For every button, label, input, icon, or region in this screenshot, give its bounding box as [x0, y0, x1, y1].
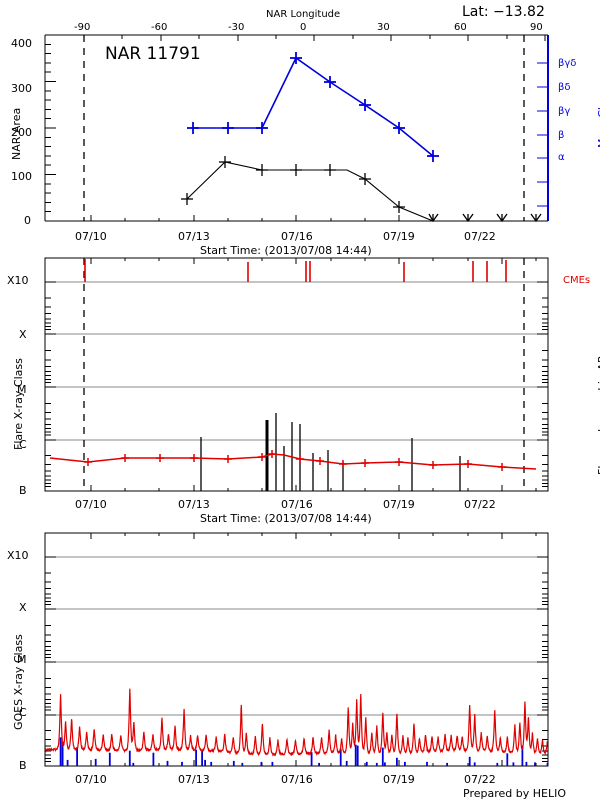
- top-xtick-5: 60: [454, 22, 467, 33]
- bot-xtick-0713: 07/13: [178, 773, 210, 786]
- xtick-0716: 07/16: [281, 230, 313, 243]
- panel-bot-gridlines: [45, 556, 548, 716]
- panel-top-top-ticks: [83, 35, 546, 41]
- panel-mid-xlabel: Start Time: (2013/07/08 14:44): [200, 512, 372, 525]
- top-xtick-6: 90: [530, 22, 543, 33]
- page-title: NAR 11791: [105, 44, 201, 64]
- top-xtick-2: -30: [228, 22, 245, 33]
- goes-event-bars: [59, 737, 549, 766]
- magclass-markers: [187, 52, 439, 162]
- bot-ytick-X10: X10: [7, 549, 29, 562]
- mid-ytick-C: C: [19, 438, 27, 451]
- panel-bot-frame: [44, 532, 549, 767]
- magclass-beta: β: [558, 130, 565, 141]
- panel-mid-xticks: [90, 258, 537, 491]
- ytick-400: 400: [11, 37, 32, 50]
- flare-bars: [200, 413, 461, 491]
- mid-ytick-X: X: [19, 328, 27, 341]
- panel-bot-yticks: [45, 556, 548, 767]
- panel-top-plot: [44, 34, 549, 223]
- magclass-alpha: α: [558, 152, 565, 163]
- mid-ytick-X10: X10: [7, 274, 29, 287]
- mid-ytick-M: M: [17, 383, 27, 396]
- panel-nar-area: Lat: −13.82 NAR Longitude NAR 11791 -90 …: [0, 0, 600, 257]
- top-xtick-3: 0: [300, 22, 307, 33]
- mid-xtick-0710: 07/10: [75, 498, 107, 511]
- top-xtick-1: -60: [151, 22, 168, 33]
- panel-top-right-ticks: [537, 62, 548, 207]
- xtick-0713: 07/13: [178, 230, 210, 243]
- bot-ytick-B: B: [19, 759, 27, 772]
- panel-top-limb-lines: [83, 35, 525, 221]
- magclass-betagammadelta: βγδ: [558, 58, 577, 69]
- nar-zero-markers: [428, 213, 542, 223]
- mid-xtick-0722: 07/22: [464, 498, 496, 511]
- panel-mid-yticks: [45, 281, 548, 492]
- top-xtick-4: 30: [377, 22, 390, 33]
- panel-bot-plot: [44, 532, 549, 767]
- ytick-200: 200: [11, 126, 32, 139]
- ytick-100: 100: [11, 170, 32, 183]
- magclass-betadelta: βδ: [558, 82, 571, 93]
- nar-area-markers: [181, 156, 405, 213]
- panel-flare-class: CMEs Flares observed in AR Flare X-ray C…: [0, 250, 600, 525]
- panel-goes-class: GOES X-ray Class B C M X X10 07/10 07/13…: [0, 525, 600, 800]
- lat-label: Lat: −13.82: [462, 4, 545, 20]
- bot-xtick-0722: 07/22: [464, 773, 496, 786]
- xtick-0719: 07/19: [383, 230, 415, 243]
- mid-xtick-0713: 07/13: [178, 498, 210, 511]
- cme-markers: [84, 259, 507, 282]
- mid-ytick-B: B: [19, 484, 27, 497]
- magclass-series: [193, 56, 434, 157]
- top-axis-title: NAR Longitude: [266, 9, 341, 20]
- panel-mid-limb-lines: [83, 258, 525, 491]
- flare-mean-markers: [84, 450, 506, 471]
- flare-mean-series: [49, 453, 537, 470]
- panel-mid-plot: [44, 257, 549, 492]
- bot-ytick-C: C: [19, 706, 27, 719]
- xtick-0722: 07/22: [464, 230, 496, 243]
- bot-xtick-0710: 07/10: [75, 773, 107, 786]
- panel-mid-gridlines: [45, 281, 548, 441]
- bot-xtick-0716: 07/16: [281, 773, 313, 786]
- ytick-0: 0: [24, 214, 31, 227]
- panel-mid-frame: [44, 257, 549, 492]
- goes-flux-curve: [44, 688, 548, 757]
- mid-xtick-0719: 07/19: [383, 498, 415, 511]
- ytick-300: 300: [11, 82, 32, 95]
- mid-xtick-0716: 07/16: [281, 498, 313, 511]
- credit-label: Prepared by HELIO: [463, 787, 566, 800]
- bot-ytick-X: X: [19, 601, 27, 614]
- top-xtick-0: -90: [74, 22, 91, 33]
- panel-top-xlabel: Start Time: (2013/07/08 14:44): [200, 244, 372, 257]
- xtick-0710: 07/10: [75, 230, 107, 243]
- panel-top-yticks: [45, 34, 56, 222]
- magclass-betagamma: βγ: [558, 106, 571, 117]
- bot-xtick-0719: 07/19: [383, 773, 415, 786]
- bot-ytick-M: M: [17, 653, 27, 666]
- cmes-label: CMEs: [563, 275, 591, 286]
- nar-area-series: [186, 161, 434, 222]
- panel-bot-xticks: [90, 533, 537, 766]
